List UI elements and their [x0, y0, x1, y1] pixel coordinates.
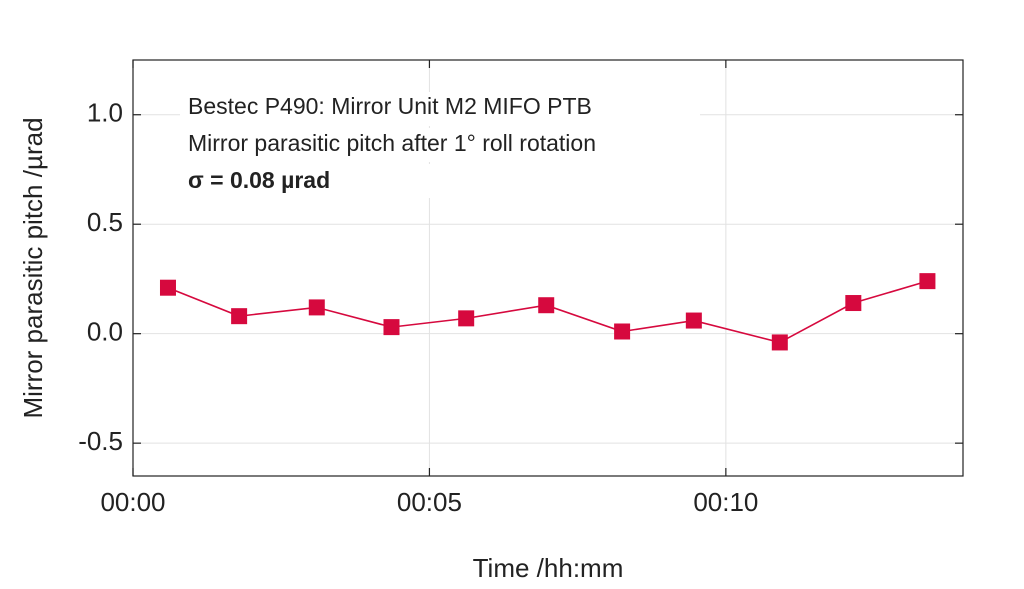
y-tick-label: -0.5 [78, 426, 123, 456]
annotation: Mirror parasitic pitch after 1° roll rot… [188, 130, 596, 156]
data-point [771, 334, 788, 351]
x-tick-label: 00:10 [693, 487, 758, 517]
data-point [685, 312, 702, 329]
data-point [919, 273, 936, 290]
y-axis-label: Mirror parasitic pitch /µrad [18, 117, 48, 418]
data-point [538, 297, 555, 314]
x-tick-label: 00:00 [100, 487, 165, 517]
data-point [614, 323, 631, 340]
annotation-bg [180, 92, 700, 126]
annotation: σ = 0.08 µrad [188, 167, 330, 193]
annotation-bg [180, 128, 700, 162]
x-tick-label: 00:05 [397, 487, 462, 517]
data-point [458, 310, 475, 327]
data-point [383, 319, 400, 336]
data-point [159, 279, 176, 296]
x-axis-label: Time /hh:mm [473, 553, 624, 583]
data-point [308, 299, 325, 316]
y-tick-label: 0.0 [87, 317, 123, 347]
plot-frame [132, 59, 964, 477]
y-tick-label: 1.0 [87, 98, 123, 128]
data-point [845, 295, 862, 312]
data-point [231, 308, 248, 325]
annotation: Bestec P490: Mirror Unit M2 MIFO PTB [188, 93, 592, 119]
y-tick-label: 0.5 [87, 207, 123, 237]
annotation-bg [180, 164, 700, 198]
